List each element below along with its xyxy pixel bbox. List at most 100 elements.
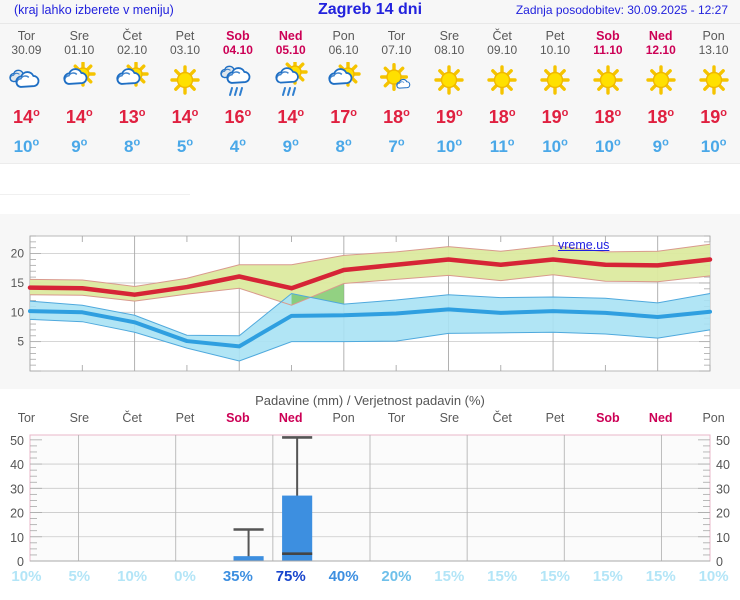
- low-temp-6: 8o: [335, 136, 352, 156]
- day-header-10: Pet 10.10: [529, 29, 582, 57]
- low-temp-3: 5o: [176, 136, 194, 156]
- day-of-week: Sre: [439, 29, 460, 43]
- low-temp-12: 9o: [652, 136, 669, 156]
- svg-text:40: 40: [10, 458, 24, 472]
- high-temp-11: 18o: [594, 107, 622, 127]
- sunny-icon: [529, 60, 582, 100]
- day-date: 05.10: [275, 43, 306, 57]
- low-temp-2: 8o: [124, 136, 141, 156]
- precip-probability-12: 15%: [645, 568, 676, 585]
- precip-probability-4: 35%: [222, 568, 253, 585]
- day-header-2: Čet 02.10: [106, 29, 159, 57]
- day-header-7: Tor 07.10: [370, 29, 423, 57]
- svg-text:50: 50: [716, 434, 730, 448]
- low-temp-9: 11o: [489, 136, 515, 156]
- day-date: 03.10: [169, 43, 201, 57]
- temperature-plot: 5 10 15 20: [0, 214, 740, 389]
- high-temp-5: 14o: [277, 107, 305, 127]
- precip-probability-13: 10%: [698, 568, 729, 585]
- low-temp-7: 7o: [388, 136, 405, 156]
- precip-probability-row: 10% 5% 10% 0% 35% 75% 40% 20% 15% 15% 15% 15% 15% 10%: [0, 567, 740, 589]
- page-title: Zagreb 14 dni: [317, 1, 423, 18]
- day-header-13: Pon 13.10: [687, 29, 740, 57]
- sunny-icon: [159, 60, 212, 100]
- sun-small-cloud-icon: [370, 60, 423, 100]
- day-of-week: Tor: [387, 29, 406, 43]
- rain-icon: [211, 60, 264, 100]
- day-date: 02.10: [117, 43, 148, 57]
- partly-sunny-icon: [317, 60, 370, 100]
- high-temp-6: 17o: [330, 107, 357, 127]
- low-temp-5: 9o: [282, 136, 299, 156]
- precip-probability-0: 10%: [11, 568, 42, 585]
- precip-probability-11: 15%: [592, 568, 623, 585]
- precip-day-label-0: Tor: [17, 411, 36, 425]
- day-date: 11.10: [593, 43, 623, 57]
- day-date: 07.10: [381, 43, 412, 57]
- svg-text:20: 20: [10, 507, 24, 521]
- day-date: 08.10: [434, 43, 465, 57]
- sunny-icon: [423, 60, 476, 100]
- forecast-strip: Tor 30.09 Sre 01.10 Čet 02.10 Pet 03.10 Sob 04.10…: [0, 24, 740, 164]
- low-temp-13: 10o: [700, 136, 727, 156]
- high-temp-3: 14o: [171, 107, 199, 127]
- last-update-text: Zadnja posodobitev: 30.09.2025 - 12:27: [515, 3, 728, 17]
- svg-text:20: 20: [11, 247, 25, 261]
- low-temp-11: 10o: [595, 136, 621, 156]
- sunny-icon: [476, 60, 529, 100]
- day-date: 12.10: [645, 43, 676, 57]
- day-header-5: Ned 05.10: [264, 29, 317, 57]
- precip-day-label-1: Sre: [69, 411, 90, 425]
- svg-text:40: 40: [716, 458, 730, 472]
- day-of-week: Ned: [278, 29, 303, 43]
- precip-day-label-10: Pet: [545, 411, 565, 425]
- svg-text:50: 50: [10, 434, 24, 448]
- high-temps-row: 14o 14o 13o 14o 16o 14o 17o 18o 19o 18o 19o 18o 18o 1…: [0, 102, 740, 129]
- svg-text:30: 30: [716, 482, 730, 496]
- precip-probability-3: 0%: [174, 568, 196, 585]
- precip-day-label-6: Pon: [332, 411, 355, 425]
- svg-text:20: 20: [716, 507, 730, 521]
- day-header-9: Čet 09.10: [476, 29, 529, 57]
- low-temp-0: 10o: [13, 136, 40, 156]
- day-of-week: Sre: [69, 29, 90, 43]
- svg-text:15: 15: [11, 276, 25, 290]
- high-temp-0: 14o: [13, 107, 40, 127]
- sunny-icon: [687, 60, 740, 100]
- precip-day-labels-row: Tor Sre Čet Pet Sob Ned Pon Tor Sre Čet Pet Sob Ned P…: [0, 411, 740, 425]
- precip-probability-7: 20%: [381, 568, 412, 585]
- svg-text:0: 0: [17, 555, 24, 569]
- day-date: 10.10: [540, 43, 571, 57]
- precip-day-label-7: Tor: [387, 411, 406, 425]
- day-header-1: Sre 01.10: [53, 29, 106, 57]
- day-of-week: Pon: [332, 29, 355, 43]
- precip-probability-2: 10%: [117, 568, 148, 585]
- svg-text:5: 5: [17, 335, 24, 349]
- high-temp-1: 14o: [65, 107, 93, 127]
- day-of-week: Pet: [545, 29, 565, 43]
- precip-probability-10: 15%: [540, 568, 571, 585]
- day-date: 13.10: [698, 43, 729, 57]
- day-header-12: Ned 12.10: [634, 29, 687, 57]
- day-header-8: Sre 08.10: [423, 29, 476, 57]
- cloudy-icon: [0, 60, 53, 100]
- day-header-11: Sob 11.10: [581, 29, 634, 57]
- day-header-0: Tor 30.09: [0, 29, 53, 57]
- low-temp-8: 10o: [436, 136, 463, 156]
- low-temps-row: 10o 9o 8o 5o 4o 9o 8o 7o 10o 11o 10o 10o 9o 10o: [0, 131, 740, 158]
- precip-probability-5: 75%: [275, 568, 306, 585]
- high-temp-2: 13o: [118, 107, 146, 127]
- partly-sunny-icon: [53, 60, 106, 100]
- precip-day-label-5: Ned: [278, 411, 303, 425]
- watermark-link[interactable]: vreme.us: [558, 238, 610, 252]
- high-temp-7: 18o: [383, 107, 410, 127]
- low-temp-1: 9o: [71, 136, 88, 156]
- day-date: 06.10: [328, 43, 359, 57]
- partly-sunny-icon: [106, 60, 159, 100]
- day-of-week: Sob: [596, 29, 620, 43]
- precip-day-label-13: Pon: [702, 411, 725, 425]
- day-of-week: Sob: [226, 29, 250, 43]
- svg-text:10: 10: [10, 531, 24, 545]
- day-of-week: Pon: [702, 29, 725, 43]
